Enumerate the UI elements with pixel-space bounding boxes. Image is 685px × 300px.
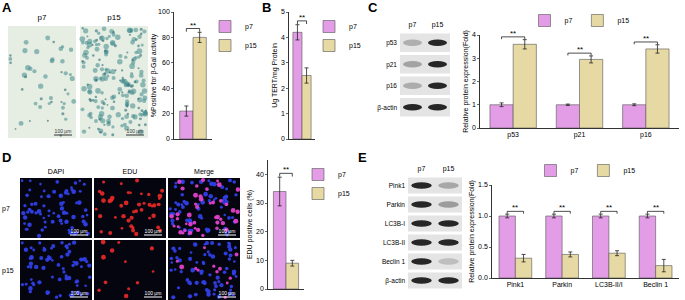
svg-text:p7: p7 [2, 205, 10, 213]
svg-text:20: 20 [256, 228, 264, 235]
svg-text:5: 5 [281, 8, 285, 15]
svg-text:0: 0 [166, 135, 170, 142]
svg-text:p21: p21 [386, 61, 397, 69]
svg-text:p15: p15 [623, 167, 635, 175]
svg-text:3: 3 [472, 55, 476, 62]
svg-text:2: 2 [472, 78, 476, 85]
svg-text:30: 30 [256, 199, 264, 206]
svg-text:p53: p53 [507, 131, 519, 139]
svg-text:20: 20 [162, 110, 170, 117]
svg-text:60: 60 [162, 59, 170, 66]
svg-text:4: 4 [472, 31, 476, 38]
svg-text:**: ** [653, 203, 659, 212]
svg-text:**: ** [510, 29, 516, 38]
svg-text:p7: p7 [571, 167, 579, 175]
svg-text:Ug TERT/mg Protein: Ug TERT/mg Protein [271, 43, 279, 108]
svg-text:p7: p7 [565, 17, 573, 25]
svg-text:**: ** [606, 203, 612, 212]
svg-text:**: ** [559, 203, 565, 212]
svg-text:10: 10 [256, 257, 264, 264]
svg-text:p15: p15 [338, 190, 350, 198]
svg-text:Parkin: Parkin [387, 201, 406, 208]
svg-text:p53: p53 [386, 39, 397, 47]
svg-text:100 μm: 100 μm [145, 290, 162, 296]
svg-text:p15: p15 [245, 42, 257, 50]
html-text:A: A [2, 0, 12, 15]
svg-text:p7: p7 [338, 171, 346, 179]
svg-text:p7: p7 [349, 23, 357, 31]
svg-text:1.5: 1.5 [478, 181, 488, 188]
svg-text:p15: p15 [617, 17, 629, 25]
svg-text:LC3B-I: LC3B-I [385, 220, 405, 227]
svg-text:Relative protein expression(Fo: Relative protein expression(Fold) [462, 30, 470, 133]
svg-text:100 μm: 100 μm [71, 228, 88, 234]
svg-text:Pink1: Pink1 [507, 281, 525, 288]
svg-text:**: ** [512, 203, 518, 212]
svg-text:40: 40 [162, 85, 170, 92]
svg-text:LC3B-II: LC3B-II [383, 239, 405, 246]
svg-text:p21: p21 [574, 131, 586, 139]
svg-text:0.5: 0.5 [478, 243, 488, 250]
svg-text:2: 2 [281, 85, 285, 92]
svg-text:LC3B-II/I: LC3B-II/I [595, 281, 623, 288]
html-text:D: D [2, 150, 12, 165]
svg-text:1.0: 1.0 [478, 212, 488, 219]
svg-text:p15: p15 [349, 42, 361, 50]
svg-text:Beclin 1: Beclin 1 [382, 258, 406, 265]
svg-text:0: 0 [472, 124, 476, 131]
svg-text:β-actin: β-actin [377, 104, 397, 112]
svg-text:p7: p7 [38, 13, 47, 22]
svg-text:0.0: 0.0 [478, 274, 488, 281]
svg-text:1: 1 [281, 110, 285, 117]
html-text:C: C [368, 0, 378, 15]
svg-text:100 μm: 100 μm [219, 290, 236, 296]
svg-text:100 μm: 100 μm [145, 228, 162, 234]
svg-text:80: 80 [162, 34, 170, 41]
svg-text:**: ** [283, 165, 289, 174]
svg-text:Merge: Merge [194, 168, 214, 176]
svg-text:Beclin 1: Beclin 1 [643, 281, 668, 288]
svg-text:p16: p16 [386, 82, 397, 90]
svg-text:4: 4 [281, 34, 285, 41]
svg-text:1: 1 [472, 101, 476, 108]
svg-text:**: ** [190, 21, 196, 30]
svg-text:p7: p7 [418, 165, 426, 173]
svg-text:p15: p15 [432, 21, 444, 29]
svg-text:β-actin: β-actin [385, 277, 405, 285]
svg-text:3: 3 [281, 59, 285, 66]
svg-text:p7: p7 [409, 21, 417, 29]
svg-text:DAPI: DAPI [48, 168, 64, 175]
svg-text:0: 0 [281, 135, 285, 142]
svg-text:100 μm: 100 μm [55, 128, 72, 134]
svg-text:Parkin: Parkin [552, 281, 572, 288]
html-text:B: B [262, 0, 272, 15]
svg-text:**: ** [643, 34, 649, 43]
svg-text:Relative protein expression(Fo: Relative protein expression(Fold) [468, 180, 476, 283]
svg-text:p15: p15 [443, 165, 455, 173]
svg-text:100 μm: 100 μm [219, 228, 236, 234]
svg-text:p15: p15 [107, 13, 121, 22]
svg-text:p15: p15 [2, 267, 14, 275]
svg-text:EDU positive cells (%): EDU positive cells (%) [246, 190, 254, 259]
svg-text:100: 100 [158, 8, 170, 15]
svg-text:100 μm: 100 μm [127, 128, 144, 134]
svg-text:EDU: EDU [123, 168, 138, 175]
svg-text:0: 0 [260, 285, 264, 292]
svg-text:**: ** [577, 45, 583, 54]
svg-text:p16: p16 [640, 131, 652, 139]
svg-text:40: 40 [256, 171, 264, 178]
svg-text:Pink1: Pink1 [389, 182, 406, 189]
html-text:E: E [358, 150, 367, 165]
svg-text:100 μm: 100 μm [71, 290, 88, 296]
svg-text:%Positive for β-Gal activity: %Positive for β-Gal activity [150, 33, 158, 117]
svg-text:p7: p7 [245, 23, 253, 31]
svg-text:**: ** [299, 13, 305, 22]
